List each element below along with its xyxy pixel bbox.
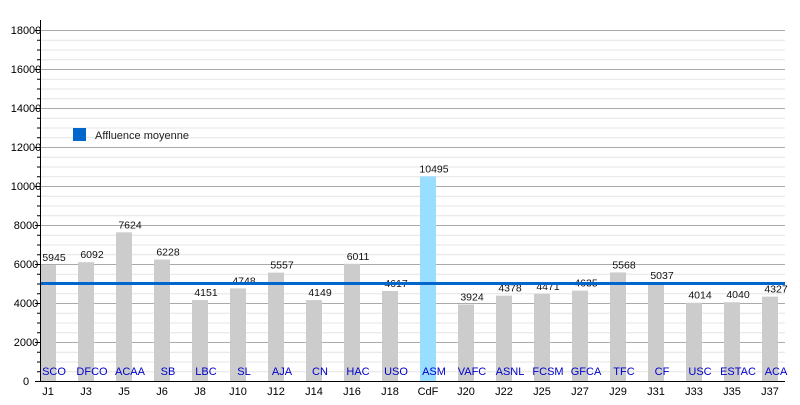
bar — [116, 232, 132, 381]
legend: Affluence moyenne — [73, 128, 189, 142]
bar — [534, 293, 550, 381]
bar — [686, 302, 702, 381]
y-tick-label: 18000 — [11, 25, 42, 37]
opponent-label: CN — [312, 366, 328, 378]
x-tick-label: J25 — [533, 386, 551, 398]
opponent-label: VAFC — [458, 366, 487, 378]
bar — [40, 265, 56, 381]
data-label: 4040 — [726, 289, 750, 301]
data-label: 5037 — [650, 270, 674, 282]
x-tick-label: J16 — [343, 386, 361, 398]
data-label: 6228 — [156, 247, 180, 259]
opponent-label: ASNL — [496, 366, 525, 378]
x-tick-label: J10 — [229, 386, 247, 398]
x-tick-label: J35 — [723, 386, 741, 398]
bar — [648, 282, 664, 381]
x-tick-label: CdF — [418, 386, 439, 398]
opponent-label: SL — [237, 366, 250, 378]
bar — [268, 272, 284, 381]
data-label: 6092 — [80, 249, 104, 261]
bar — [192, 300, 208, 381]
bar — [154, 259, 170, 381]
x-tick-label: J8 — [194, 386, 206, 398]
legend-swatch — [73, 128, 86, 141]
data-label: 5557 — [270, 260, 294, 272]
x-tick-label: J37 — [761, 386, 779, 398]
bars: 5945 SCO 6092 DFCO 7624 ACAA 6228 SB 4151 LBC 4748… — [40, 163, 788, 381]
data-label: 4378 — [498, 283, 522, 295]
opponent-label: SCO — [42, 366, 66, 378]
data-label: 4151 — [194, 287, 218, 299]
opponent-label: SB — [161, 366, 176, 378]
x-tick-label: J3 — [80, 386, 92, 398]
bar — [724, 302, 740, 381]
opponent-label: LBC — [195, 366, 216, 378]
opponent-label: HAC — [346, 366, 369, 378]
opponent-label: ESTAC — [720, 366, 756, 378]
opponent-label: ACAA — [115, 366, 146, 378]
x-tick-label: J14 — [305, 386, 323, 398]
bar — [572, 290, 588, 381]
opponent-label: GFCA — [571, 366, 602, 378]
x-tick-label: J6 — [156, 386, 168, 398]
opponent-label: DFCO — [76, 366, 108, 378]
bar — [78, 262, 94, 381]
y-tick-label: 8000 — [14, 220, 38, 232]
data-label: 5945 — [42, 252, 66, 264]
y-tick-label: 0 — [23, 376, 29, 388]
legend-label: Affluence moyenne — [95, 130, 189, 142]
data-label: 4748 — [232, 275, 256, 287]
x-tick-label: J33 — [685, 386, 703, 398]
x-tick-label: J18 — [381, 386, 399, 398]
bar — [420, 176, 436, 381]
data-label: 10495 — [419, 163, 448, 175]
data-label: 4149 — [308, 287, 332, 299]
axes: 0 2000 4000 6000 8000 10000 12000 14000 16000 180… — [11, 20, 785, 398]
data-label: 6011 — [347, 251, 370, 263]
y-tick-label: 2000 — [14, 337, 38, 349]
opponent-label: CF — [655, 366, 670, 378]
bar — [762, 296, 778, 381]
x-tick-label: J29 — [609, 386, 627, 398]
bar — [344, 263, 360, 381]
bar — [610, 272, 626, 381]
y-tick-label: 12000 — [11, 142, 42, 154]
gridlines — [40, 30, 785, 373]
y-tick-label: 16000 — [11, 64, 42, 76]
opponent-label: USO — [384, 366, 408, 378]
opponent-label: FCSM — [532, 366, 563, 378]
opponent-label: TFC — [613, 366, 634, 378]
bar — [230, 288, 246, 381]
bar — [382, 290, 398, 381]
opponent-label: AJA — [272, 366, 293, 378]
bar — [458, 304, 474, 381]
data-label: 4327 — [764, 284, 788, 296]
data-label: 7624 — [118, 219, 142, 231]
y-tick-label: 4000 — [14, 298, 38, 310]
opponent-label: ASM — [422, 366, 446, 378]
data-label: 4014 — [688, 290, 712, 302]
opponent-label: ACA — [765, 366, 788, 378]
bar — [306, 300, 322, 381]
x-tick-label: J22 — [495, 386, 513, 398]
opponent-label: USC — [688, 366, 711, 378]
data-label: 5568 — [612, 259, 636, 271]
y-tick-label: 10000 — [11, 181, 42, 193]
x-tick-label: J20 — [457, 386, 475, 398]
x-tick-label: J1 — [42, 386, 54, 398]
bar — [496, 295, 512, 381]
x-tick-label: J31 — [647, 386, 665, 398]
y-tick-label: 6000 — [14, 259, 38, 271]
data-label: 3924 — [460, 291, 484, 303]
x-tick-label: J27 — [571, 386, 589, 398]
y-tick-label: 14000 — [11, 103, 42, 115]
x-tick-label: J12 — [267, 386, 285, 398]
x-tick-label: J5 — [118, 386, 130, 398]
